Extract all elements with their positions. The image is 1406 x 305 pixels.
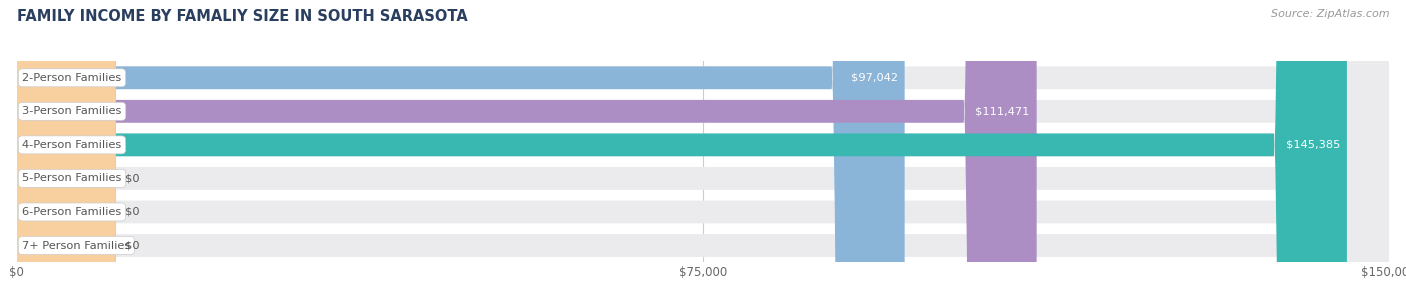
- FancyBboxPatch shape: [17, 0, 115, 305]
- Text: $0: $0: [125, 207, 141, 217]
- Text: 6-Person Families: 6-Person Families: [22, 207, 121, 217]
- Text: 3-Person Families: 3-Person Families: [22, 106, 122, 116]
- FancyBboxPatch shape: [17, 0, 1389, 305]
- Text: 4-Person Families: 4-Person Families: [22, 140, 121, 150]
- FancyBboxPatch shape: [17, 0, 1389, 305]
- FancyBboxPatch shape: [17, 0, 115, 305]
- FancyBboxPatch shape: [17, 0, 1389, 305]
- Text: 2-Person Families: 2-Person Families: [22, 73, 121, 83]
- Text: $0: $0: [125, 241, 141, 250]
- Text: Source: ZipAtlas.com: Source: ZipAtlas.com: [1271, 9, 1389, 19]
- FancyBboxPatch shape: [17, 0, 904, 305]
- Text: $145,385: $145,385: [1285, 140, 1340, 150]
- FancyBboxPatch shape: [17, 0, 1347, 305]
- Text: 5-Person Families: 5-Person Families: [22, 174, 122, 183]
- FancyBboxPatch shape: [17, 0, 1036, 305]
- FancyBboxPatch shape: [17, 0, 1389, 305]
- FancyBboxPatch shape: [17, 0, 1389, 305]
- Text: $111,471: $111,471: [976, 106, 1029, 116]
- FancyBboxPatch shape: [17, 0, 115, 305]
- Text: $0: $0: [125, 174, 141, 183]
- Text: 7+ Person Families: 7+ Person Families: [22, 241, 131, 250]
- FancyBboxPatch shape: [17, 0, 1389, 305]
- Text: FAMILY INCOME BY FAMALIY SIZE IN SOUTH SARASOTA: FAMILY INCOME BY FAMALIY SIZE IN SOUTH S…: [17, 9, 468, 24]
- Text: $97,042: $97,042: [851, 73, 898, 83]
